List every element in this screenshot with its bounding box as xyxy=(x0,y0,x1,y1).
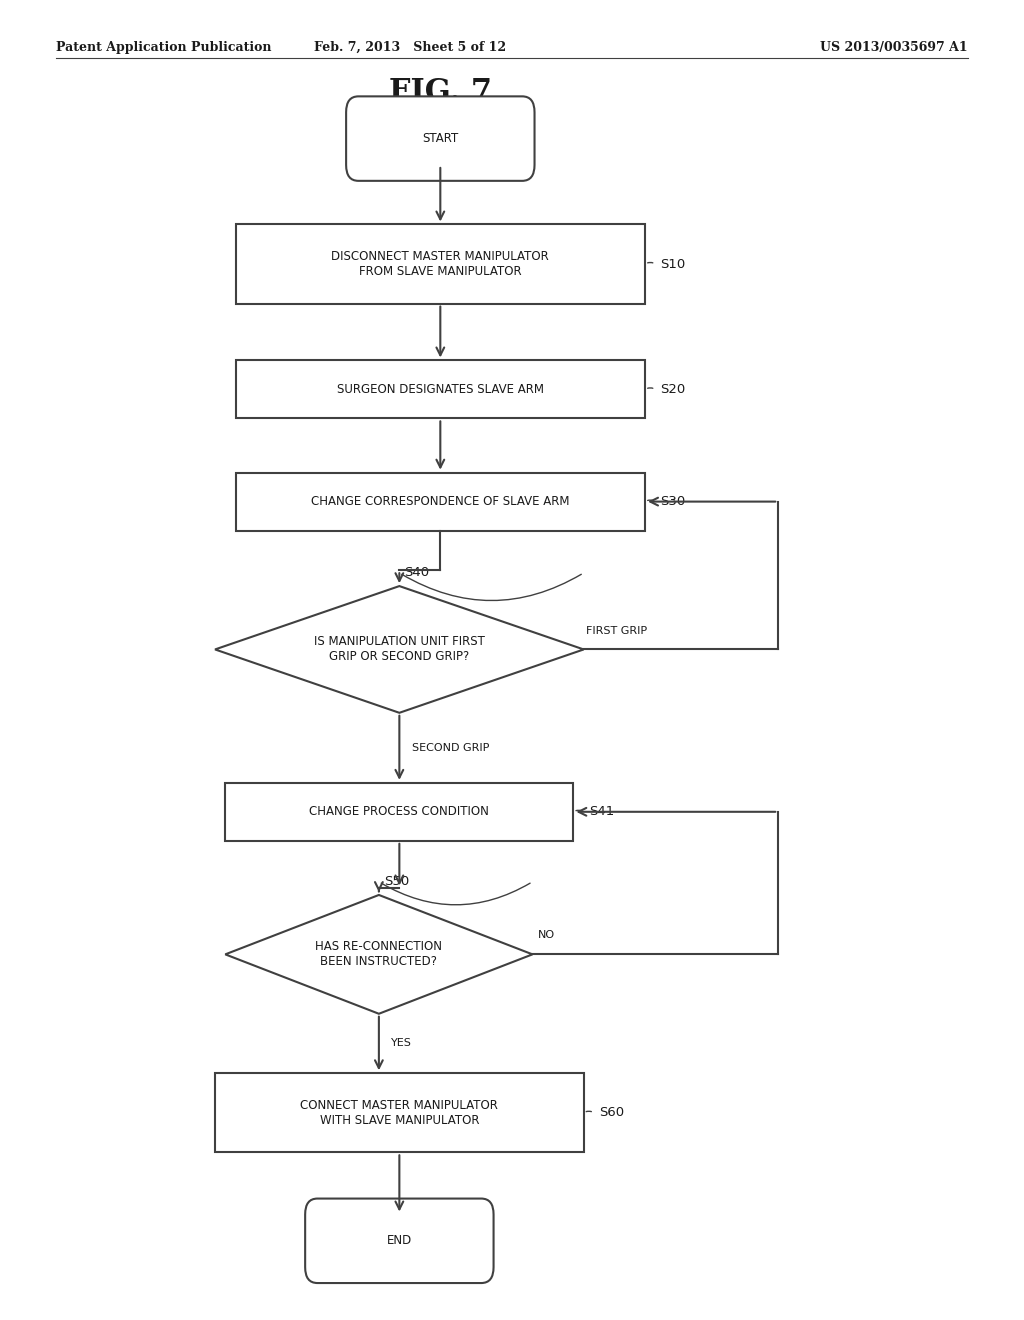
Text: IS MANIPULATION UNIT FIRST
GRIP OR SECOND GRIP?: IS MANIPULATION UNIT FIRST GRIP OR SECON… xyxy=(314,635,484,664)
Text: US 2013/0035697 A1: US 2013/0035697 A1 xyxy=(820,41,968,54)
Text: START: START xyxy=(422,132,459,145)
Bar xyxy=(236,360,645,418)
Text: FIG. 7: FIG. 7 xyxy=(389,77,492,108)
Text: S60: S60 xyxy=(599,1106,625,1119)
Bar xyxy=(215,1073,584,1152)
Text: END: END xyxy=(387,1234,412,1247)
Text: S10: S10 xyxy=(660,257,686,271)
Text: S50: S50 xyxy=(384,875,410,888)
Text: YES: YES xyxy=(391,1039,412,1048)
Bar xyxy=(236,473,645,531)
Text: Patent Application Publication: Patent Application Publication xyxy=(56,41,271,54)
Text: S40: S40 xyxy=(404,566,430,579)
Polygon shape xyxy=(215,586,584,713)
Text: HAS RE-CONNECTION
BEEN INSTRUCTED?: HAS RE-CONNECTION BEEN INSTRUCTED? xyxy=(315,940,442,969)
Text: Feb. 7, 2013   Sheet 5 of 12: Feb. 7, 2013 Sheet 5 of 12 xyxy=(313,41,506,54)
Text: NO: NO xyxy=(538,929,555,940)
FancyBboxPatch shape xyxy=(346,96,535,181)
Polygon shape xyxy=(225,895,532,1014)
Text: S41: S41 xyxy=(589,805,614,818)
Text: FIRST GRIP: FIRST GRIP xyxy=(586,626,647,636)
Text: CHANGE PROCESS CONDITION: CHANGE PROCESS CONDITION xyxy=(309,805,489,818)
Text: SECOND GRIP: SECOND GRIP xyxy=(412,743,489,752)
Text: S30: S30 xyxy=(660,495,686,508)
Bar xyxy=(236,224,645,304)
Bar xyxy=(225,783,573,841)
Text: DISCONNECT MASTER MANIPULATOR
FROM SLAVE MANIPULATOR: DISCONNECT MASTER MANIPULATOR FROM SLAVE… xyxy=(332,249,549,279)
Text: CHANGE CORRESPONDENCE OF SLAVE ARM: CHANGE CORRESPONDENCE OF SLAVE ARM xyxy=(311,495,569,508)
Text: S20: S20 xyxy=(660,383,686,396)
Text: SURGEON DESIGNATES SLAVE ARM: SURGEON DESIGNATES SLAVE ARM xyxy=(337,383,544,396)
FancyBboxPatch shape xyxy=(305,1199,494,1283)
Text: CONNECT MASTER MANIPULATOR
WITH SLAVE MANIPULATOR: CONNECT MASTER MANIPULATOR WITH SLAVE MA… xyxy=(300,1098,499,1127)
